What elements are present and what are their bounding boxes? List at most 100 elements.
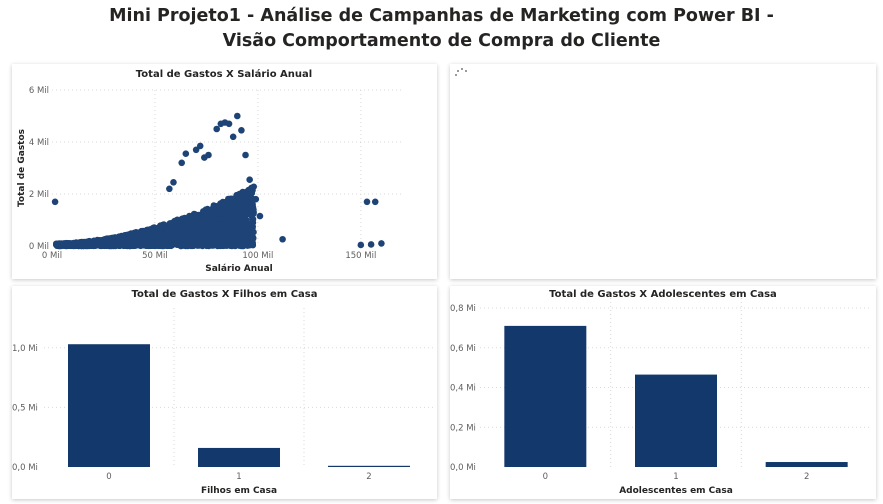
bar-chart-filhos: Total de Gastos X Filhos em Casa 0,0 Mi 0,… — [12, 289, 434, 496]
bar-chart-adolescentes: Total de Gastos X Adolescentes em Casa 0,… — [450, 289, 872, 496]
scatter-point — [214, 236, 222, 243]
scatter-point — [98, 239, 106, 246]
scatter-point — [177, 223, 184, 231]
y-axis-label: Total de Gastos — [17, 129, 27, 207]
report-title-line1: Mini Projeto1 - Análise de Campanhas de … — [109, 6, 774, 26]
scatter-point — [249, 219, 257, 226]
scatter-point — [234, 236, 241, 244]
scatter-point — [238, 127, 245, 134]
scatter-point — [215, 242, 222, 249]
bar-chart-adolescentes-panel[interactable]: Total de Gastos X Adolescentes em Casa 0,… — [450, 286, 876, 499]
scatter-point — [220, 233, 227, 241]
chart-title: Total de Gastos X Filhos em Casa — [132, 289, 318, 300]
y-tick-label: 2 Mil — [29, 190, 49, 200]
scatter-point — [210, 202, 217, 209]
x-tick-label: 1 — [673, 472, 678, 482]
scatter-point — [166, 185, 173, 193]
scatter-point — [225, 120, 233, 128]
x-tick-label: 0 Mil — [42, 251, 62, 261]
scatter-point — [247, 241, 254, 249]
scatter-point — [239, 207, 246, 214]
scatter-point — [75, 240, 82, 247]
scatter-point — [177, 232, 184, 239]
scatter-point — [205, 151, 212, 159]
scatter-point — [210, 217, 217, 224]
y-tick-label: 0,8 Mi — [450, 304, 476, 314]
scatter-point — [223, 217, 230, 224]
scatter-chart-panel[interactable]: Total de Gastos X Salário Anual 0 Mil 2 Mi… — [12, 64, 437, 279]
scatter-point — [214, 230, 222, 237]
scatter-point — [148, 227, 155, 234]
scatter-point — [378, 240, 385, 247]
scatter-point — [193, 215, 200, 222]
scatter-point — [218, 215, 225, 223]
scatter-chart: Total de Gastos X Salário Anual 0 Mil 2 Mi… — [17, 68, 402, 274]
x-tick-label: 100 Mil — [242, 251, 273, 261]
scatter-point — [185, 215, 192, 222]
x-axis-label: Adolescentes em Casa — [619, 486, 733, 496]
scatter-point — [241, 202, 248, 209]
x-axis-label: Salário Anual — [205, 264, 273, 274]
scatter-point — [69, 240, 76, 248]
scatter-point — [140, 236, 147, 243]
x-tick-label: 1 — [236, 472, 241, 482]
bar — [635, 374, 717, 467]
scatter-point — [92, 240, 100, 247]
scatter-point — [215, 208, 222, 215]
scatter-point — [246, 176, 253, 183]
scatter-point — [51, 198, 59, 206]
scatter-point — [229, 225, 237, 233]
report-title: Mini Projeto1 - Análise de Campanhas de … — [0, 4, 883, 54]
scatter-point — [249, 201, 256, 208]
scatter-point — [248, 212, 255, 220]
scatter-point — [187, 228, 195, 235]
scatter-point — [190, 236, 197, 243]
scatter-point — [245, 186, 252, 194]
bar — [504, 325, 587, 467]
scatter-point — [218, 201, 225, 208]
scatter-point — [198, 225, 205, 232]
scatter-point — [198, 237, 206, 244]
scatter-point — [279, 235, 286, 243]
scatter-point — [170, 179, 177, 186]
scatter-point — [106, 235, 113, 243]
scatter-point — [163, 242, 170, 249]
y-tick-label: 0,4 Mi — [450, 384, 476, 394]
bar-chart-filhos-panel[interactable]: Total de Gastos X Filhos em Casa 0,0 Mi 0,… — [12, 286, 437, 499]
scatter-point — [230, 196, 237, 204]
y-tick-label: 0,0 Mi — [12, 463, 38, 473]
x-tick-label: 2 — [366, 472, 371, 482]
y-tick-label: 1,0 Mi — [12, 344, 38, 354]
scatter-point — [115, 238, 122, 245]
scatter-point — [367, 241, 375, 248]
y-tick-label: 0,6 Mi — [450, 344, 476, 354]
scatter-point — [213, 125, 221, 133]
scatter-point — [166, 234, 174, 241]
scatter-point — [153, 226, 161, 234]
scatter-point — [204, 221, 211, 229]
y-tick-label: 0 Mil — [29, 242, 49, 252]
x-axis-label: Filhos em Casa — [201, 486, 277, 496]
bar — [68, 344, 150, 467]
scatter-point — [163, 229, 171, 236]
report-title-line2: Visão Comportamento de Compra do Cliente — [222, 31, 661, 51]
scatter-point — [256, 212, 264, 220]
bar — [765, 462, 848, 467]
x-tick-label: 50 Mil — [142, 251, 168, 261]
chart-title: Total de Gastos X Adolescentes em Casa — [549, 289, 777, 300]
scatter-point — [178, 159, 186, 167]
scatter-point — [138, 228, 146, 235]
loading-visual-panel[interactable] — [450, 64, 876, 279]
scatter-point — [107, 240, 114, 247]
x-tick-label: 0 — [543, 472, 548, 482]
chart-title: Total de Gastos X Salário Anual — [136, 68, 312, 80]
scatter-point — [233, 112, 241, 120]
y-tick-label: 0,2 Mi — [450, 423, 476, 433]
x-tick-label: 0 — [106, 472, 111, 482]
scatter-point — [229, 133, 237, 141]
scatter-point — [243, 227, 250, 234]
scatter-point — [357, 241, 365, 249]
scatter-point — [151, 242, 158, 249]
scatter-point — [87, 242, 94, 249]
y-tick-label: 0,0 Mi — [450, 463, 476, 473]
